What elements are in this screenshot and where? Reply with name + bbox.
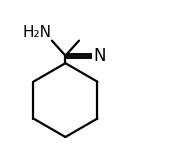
Text: N: N (94, 47, 106, 65)
Text: H₂N: H₂N (22, 25, 51, 40)
